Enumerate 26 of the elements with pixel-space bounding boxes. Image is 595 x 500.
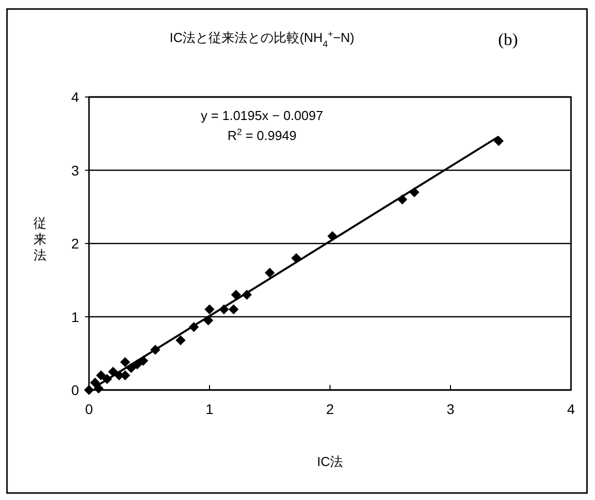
y-tick-label: 3	[71, 162, 80, 178]
y-tick-label: 0	[71, 382, 80, 398]
text: (b)	[498, 30, 518, 49]
x-tick-label: 0	[85, 401, 94, 417]
x-axis-title: IC法	[317, 454, 343, 469]
y-tick-label: 2	[71, 236, 80, 252]
x-tick-label: 2	[326, 401, 334, 417]
point	[228, 304, 239, 314]
annotation: y = 1.0195x − 0.0097	[200, 108, 324, 123]
point	[90, 378, 100, 388]
point	[231, 290, 242, 300]
point	[96, 370, 106, 380]
point	[264, 268, 275, 278]
point	[84, 385, 94, 395]
y-tick-label: 1	[71, 308, 80, 325]
annotation: R$^{2}$ = 0.9949	[227, 127, 297, 143]
x-tick-label: 1	[206, 401, 214, 417]
x-tick-label: 4	[567, 401, 576, 417]
point	[204, 304, 214, 314]
x-tick-label: 3	[446, 401, 455, 417]
chart-title: IC法と従来法との比較(NH$_{4}$$^{+}$−N)	[170, 29, 354, 49]
point	[176, 335, 186, 346]
y-axis-title: 従来法	[34, 216, 46, 262]
point	[120, 357, 130, 368]
y-tick-label: 4	[71, 89, 80, 105]
point	[494, 136, 504, 146]
